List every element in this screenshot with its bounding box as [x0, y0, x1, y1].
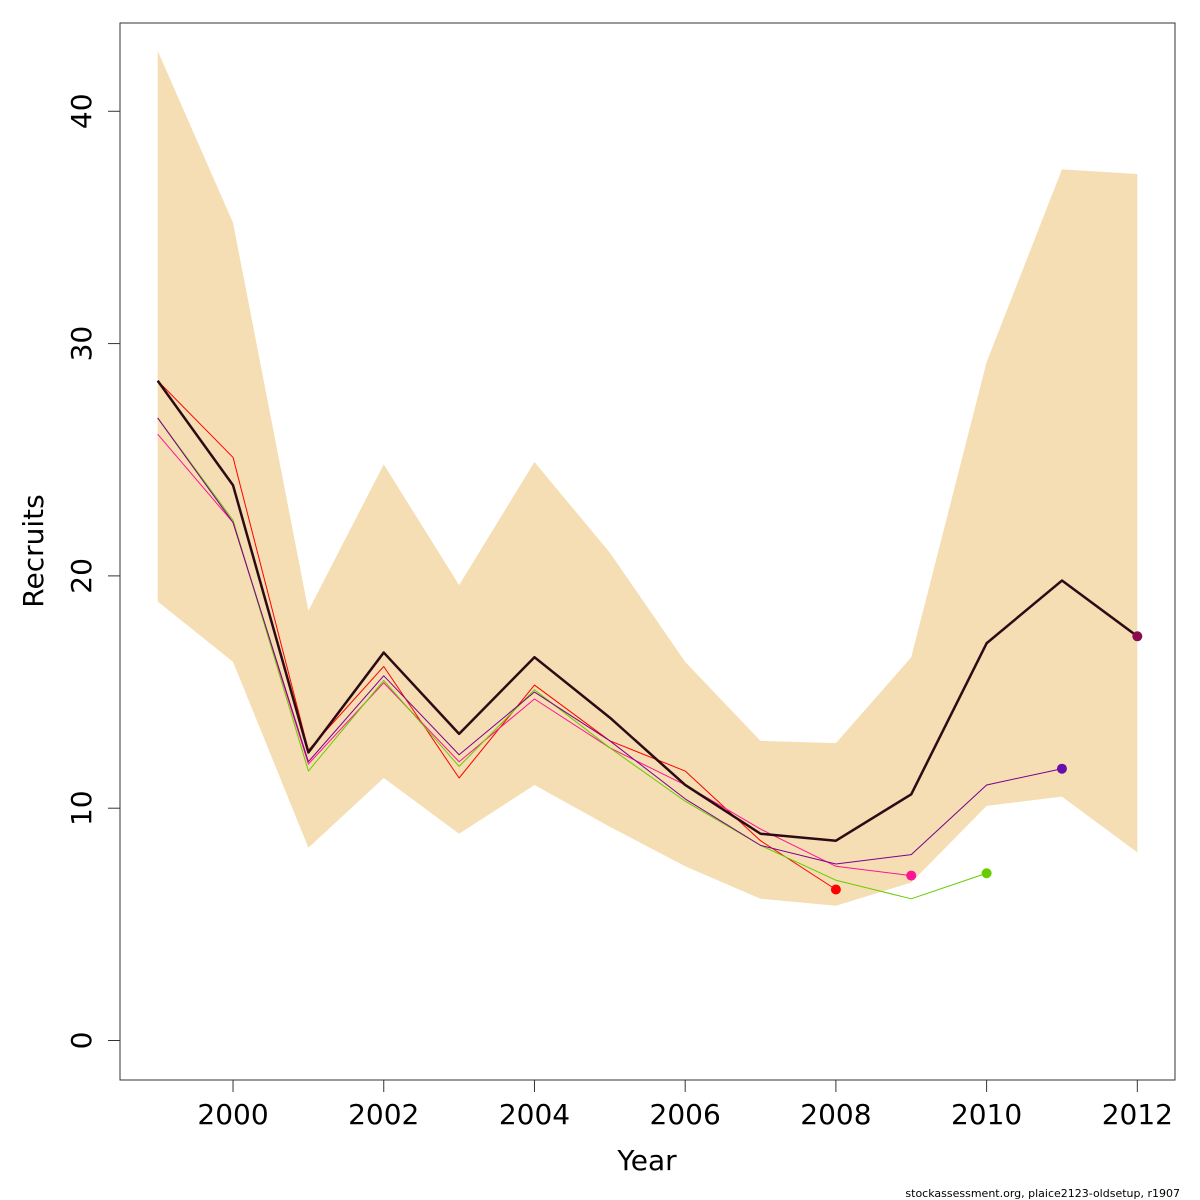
series-layer — [156, 380, 1139, 900]
series-line-3 — [157, 417, 987, 900]
x-tick-label-2012: 2012 — [1102, 1098, 1173, 1131]
confidence-band — [157, 50, 1138, 906]
x-tick-label-2010: 2010 — [951, 1098, 1022, 1131]
x-tick-label-2006: 2006 — [650, 1098, 721, 1131]
end-point-2012 — [1132, 631, 1143, 642]
x-axis: 2000 2002 2004 2006 2008 2010 2012 — [197, 1080, 1173, 1131]
x-tick-label-2004: 2004 — [499, 1098, 570, 1131]
y-tick-label-30: 30 — [65, 326, 98, 362]
end-point-2008 — [830, 884, 841, 895]
y-tick-label-20: 20 — [65, 558, 98, 594]
y-tick-label-0: 0 — [65, 1032, 98, 1050]
series-line-4 — [157, 417, 1063, 865]
end-point-2011 — [1056, 763, 1067, 774]
x-axis-title: Year — [616, 1144, 677, 1177]
x-tick-label-2008: 2008 — [800, 1098, 871, 1131]
y-axis: 0 10 20 30 40 — [65, 93, 120, 1049]
end-points-layer — [830, 631, 1143, 895]
y-tick-label-40: 40 — [65, 93, 98, 129]
y-axis-title: Recruits — [17, 494, 50, 607]
series-line-5 — [156, 380, 1139, 842]
end-point-2009 — [906, 870, 917, 881]
plot-frame — [119, 22, 1176, 1081]
x-tick-label-2002: 2002 — [348, 1098, 419, 1131]
footer-note: stockassessment.org, plaice2123-oldsetup… — [905, 1187, 1180, 1200]
series-line-1 — [157, 380, 837, 890]
x-tick-label-2000: 2000 — [197, 1098, 268, 1131]
confidence-band-layer — [157, 50, 1138, 906]
y-tick-label-10: 10 — [65, 790, 98, 826]
end-point-2010 — [981, 868, 992, 879]
